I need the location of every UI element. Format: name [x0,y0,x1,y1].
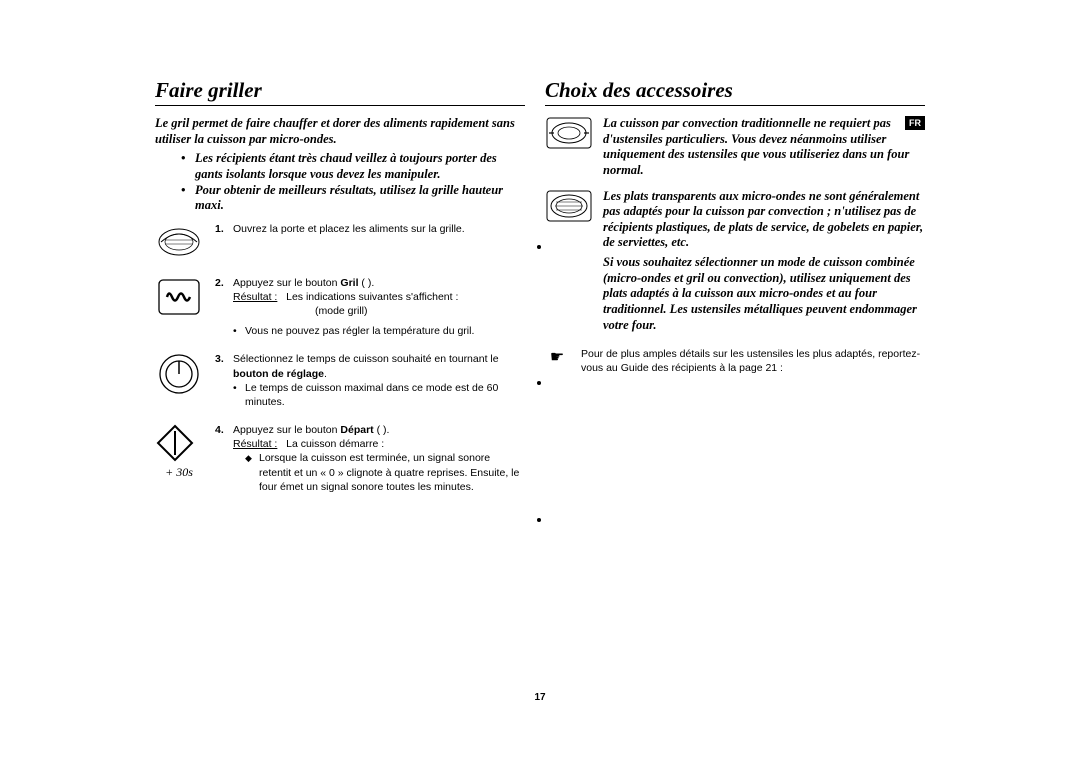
steps: 1.Ouvrez la porte et placez les aliments… [155,222,525,494]
step-1-text: Ouvrez la porte et placez les aliments s… [233,222,521,236]
right-block-2: Les plats transparents aux micro-ondes n… [545,189,925,338]
right-para-1: La cuisson par convection traditionnelle… [603,116,925,179]
left-intro: Le gril permet de faire chauffer et dore… [155,116,525,147]
step-2-result: Résultat : Les indications suivantes s'a… [215,290,525,304]
right-title: Choix des accessoires [545,78,925,106]
page-number: 17 [0,692,1080,703]
left-bullet-2: Pour obtenir de meilleurs résultats, uti… [195,183,525,214]
pointing-hand-icon: ☛ [545,347,569,375]
step-2-mode: (mode grill) [215,304,525,318]
plus-30s-label: + 30s [155,465,203,480]
grill-mode-icon [155,276,203,318]
step-4-result: Résultat : La cuisson démarre : [215,437,525,451]
step-1: 1.Ouvrez la porte et placez les aliments… [155,222,525,262]
language-badge: FR [905,116,925,130]
step-3-line1: Sélectionnez le temps de cuisson souhait… [233,352,521,380]
step-1-num: 1. [215,222,233,236]
step-3-num: 3. [215,352,233,366]
right-block-1: La cuisson par convection traditionnelle… [545,116,925,183]
step-3-bullet: Le temps de cuisson maximal dans ce mode… [215,381,525,409]
step-4-num: 4. [215,423,233,437]
left-bullet-1: Les récipients étant très chaud veillez … [195,151,525,182]
page: Faire griller Le gril permet de faire ch… [155,78,935,494]
grill-rack-icon [545,189,593,338]
dial-icon [155,352,203,396]
step-3: 3.Sélectionnez le temps de cuisson souha… [155,352,525,409]
step-4-line1: Appuyez sur le bouton Départ ( ). [233,423,521,437]
step-2-line1: Appuyez sur le bouton Gril ( ). [233,276,521,290]
start-icon: + 30s [155,423,203,480]
step-2-num: 2. [215,276,233,290]
right-para-3: Si vous souhaitez sélectionner un mode d… [603,255,925,333]
left-column: Faire griller Le gril permet de faire ch… [155,78,525,494]
left-bullets: Les récipients étant très chaud veillez … [155,151,525,214]
right-para-2: Les plats transparents aux micro-ondes n… [603,189,925,252]
step-2-bullet: Vous ne pouvez pas régler la température… [215,324,525,338]
note-row: ☛ Pour de plus amples détails sur les us… [545,347,925,375]
left-title: Faire griller [155,78,525,106]
step-4-diamond: Lorsque la cuisson est terminée, un sign… [215,451,525,494]
step-4: + 30s 4.Appuyez sur le bouton Départ ( )… [155,423,525,494]
pan-icon [545,116,593,183]
step-2: 2.Appuyez sur le bouton Gril ( ). Résult… [155,276,525,339]
right-column: FR Choix des accessoires La cuisson par … [545,78,925,494]
note-text: Pour de plus amples détails sur les uste… [581,347,925,375]
oven-open-icon [155,222,203,262]
